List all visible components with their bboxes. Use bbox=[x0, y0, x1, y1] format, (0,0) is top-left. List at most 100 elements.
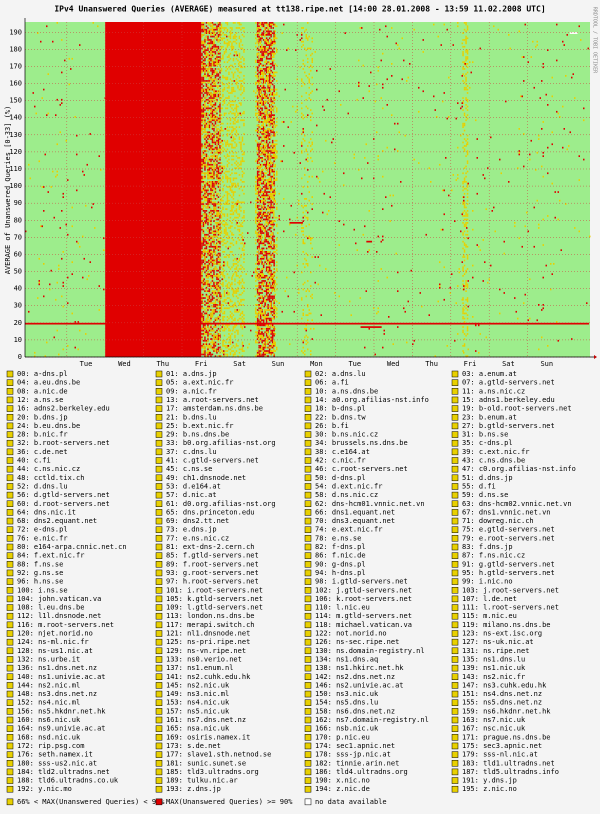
speckle bbox=[202, 249, 205, 252]
speckle bbox=[255, 203, 257, 205]
speckle bbox=[211, 167, 214, 170]
speckle bbox=[228, 97, 230, 99]
speckle bbox=[240, 23, 242, 26]
speckle bbox=[205, 98, 208, 101]
speckle bbox=[262, 169, 264, 171]
speckle bbox=[258, 355, 260, 358]
speckle bbox=[216, 213, 218, 216]
speckle bbox=[255, 189, 257, 192]
speckle bbox=[204, 222, 206, 224]
speckle bbox=[235, 208, 238, 211]
speckle bbox=[205, 51, 208, 53]
speckle bbox=[232, 184, 235, 187]
speckle bbox=[271, 194, 273, 197]
speckle bbox=[202, 196, 205, 199]
speckle bbox=[225, 324, 227, 327]
speckle bbox=[211, 264, 214, 267]
speckle bbox=[259, 242, 262, 245]
speckle bbox=[235, 343, 238, 346]
speckle bbox=[238, 280, 241, 282]
speckle bbox=[208, 290, 211, 293]
speckle bbox=[229, 189, 232, 192]
speckle bbox=[262, 34, 265, 36]
speckle bbox=[261, 261, 263, 264]
speckle bbox=[217, 153, 220, 156]
speckle bbox=[271, 129, 273, 132]
speckle bbox=[262, 281, 264, 284]
speckle bbox=[213, 116, 215, 118]
speckle bbox=[271, 40, 274, 43]
speckle bbox=[226, 177, 229, 180]
speckle bbox=[270, 119, 272, 122]
speckle bbox=[226, 107, 229, 110]
speckle bbox=[207, 353, 209, 356]
speckle bbox=[261, 45, 263, 48]
speckle bbox=[219, 150, 221, 152]
speckle bbox=[214, 83, 217, 86]
speckle bbox=[235, 345, 238, 347]
speckle bbox=[268, 169, 271, 171]
speckle bbox=[232, 319, 235, 322]
speckle bbox=[276, 283, 278, 286]
speckle bbox=[271, 235, 274, 238]
speckle bbox=[213, 293, 215, 296]
speckle bbox=[219, 141, 221, 144]
speckle bbox=[207, 329, 209, 332]
speckle bbox=[256, 30, 259, 33]
speckle bbox=[222, 45, 224, 48]
speckle bbox=[274, 52, 276, 55]
speckle bbox=[226, 338, 229, 340]
speckle bbox=[265, 259, 267, 262]
speckle bbox=[216, 128, 218, 130]
speckle bbox=[256, 316, 258, 318]
speckle bbox=[271, 259, 274, 262]
speckle bbox=[235, 329, 238, 332]
speckle bbox=[207, 117, 209, 120]
speckle bbox=[265, 283, 268, 286]
speckle bbox=[237, 162, 239, 164]
speckle bbox=[276, 71, 278, 74]
speckle bbox=[265, 327, 268, 330]
speckle bbox=[208, 42, 211, 45]
speckle bbox=[255, 42, 257, 45]
speckle bbox=[226, 273, 229, 276]
speckle bbox=[232, 218, 235, 221]
speckle bbox=[214, 348, 217, 351]
speckle bbox=[216, 138, 218, 140]
speckle bbox=[205, 157, 208, 159]
speckle bbox=[271, 151, 274, 154]
speckle bbox=[274, 88, 276, 91]
speckle bbox=[261, 124, 263, 127]
speckle bbox=[238, 174, 241, 176]
speckle bbox=[216, 155, 218, 158]
speckle bbox=[204, 102, 206, 105]
speckle bbox=[202, 85, 205, 87]
speckle bbox=[207, 174, 209, 176]
speckle bbox=[210, 133, 212, 135]
speckle bbox=[216, 28, 218, 31]
speckle bbox=[216, 59, 218, 62]
speckle bbox=[210, 285, 212, 287]
speckle bbox=[211, 124, 214, 127]
speckle bbox=[262, 93, 264, 96]
speckle bbox=[222, 220, 224, 223]
speckle bbox=[226, 39, 229, 41]
speckle bbox=[222, 187, 224, 190]
speckle bbox=[205, 228, 208, 231]
speckle bbox=[219, 302, 221, 305]
speckle bbox=[238, 138, 241, 140]
speckle bbox=[213, 333, 215, 335]
speckle bbox=[268, 286, 270, 289]
speckle bbox=[217, 261, 220, 264]
speckle bbox=[211, 309, 214, 311]
speckle bbox=[256, 254, 259, 257]
speckle bbox=[201, 329, 203, 332]
speckle bbox=[241, 160, 244, 163]
speckle bbox=[222, 324, 224, 327]
speckle bbox=[259, 350, 262, 352]
speckle bbox=[223, 86, 226, 89]
speckle bbox=[226, 56, 229, 58]
speckle bbox=[243, 298, 245, 301]
speckle bbox=[261, 157, 263, 159]
speckle bbox=[241, 334, 244, 337]
